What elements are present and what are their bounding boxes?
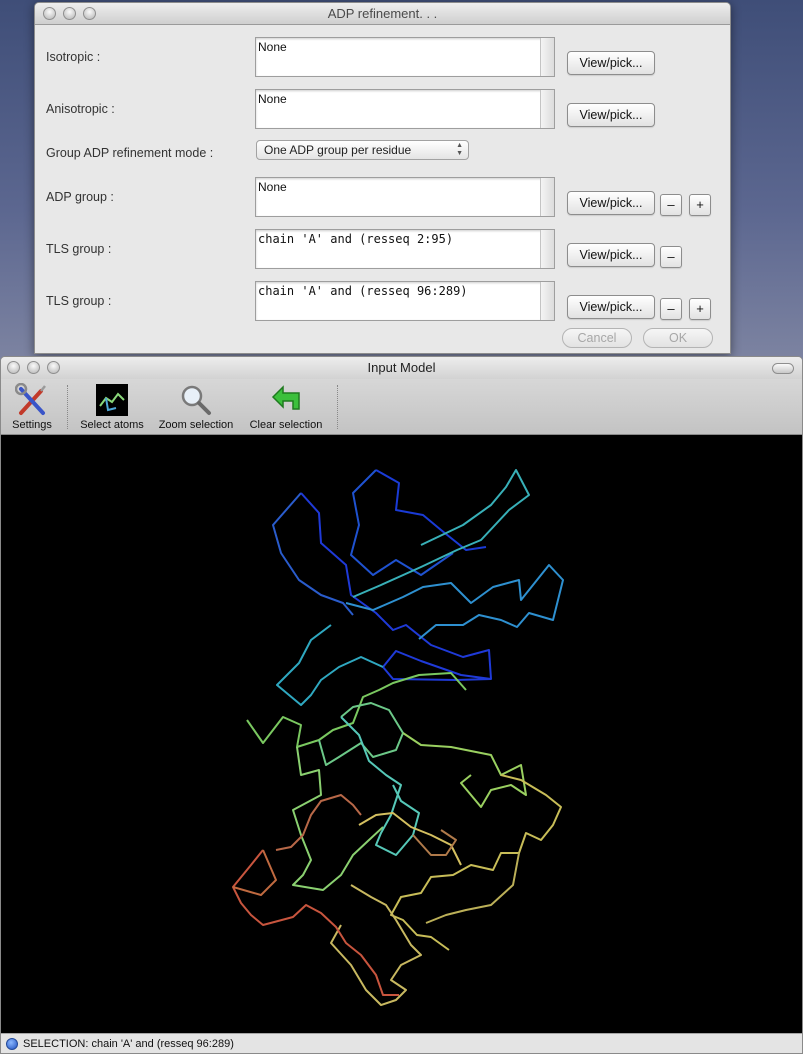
status-text: SELECTION: chain 'A' and (resseq 96:289)	[23, 1038, 234, 1050]
anisotropic-value: None	[258, 92, 287, 106]
tls-group-2-label: TLS group :	[46, 294, 112, 308]
input-model-window: Input Model Settings	[0, 356, 803, 1054]
status-indicator-icon	[6, 1038, 18, 1050]
adp-group-add-button[interactable]: +	[689, 194, 711, 216]
tls-group-2-remove-button[interactable]: –	[660, 298, 682, 320]
status-bar: SELECTION: chain 'A' and (resseq 96:289)	[1, 1033, 802, 1053]
backbone-segment-cyan	[345, 564, 564, 640]
zoom-selection-label: Zoom selection	[158, 419, 234, 431]
close-window-icon[interactable]	[43, 7, 56, 20]
close-window-icon[interactable]	[7, 361, 20, 374]
backbone-segment-red	[232, 849, 277, 896]
adp-group-value: None	[258, 180, 287, 194]
adp-group-view-pick-button[interactable]: View/pick...	[567, 191, 655, 215]
tls-group-1-view-pick-button[interactable]: View/pick...	[567, 243, 655, 267]
adp-group-scrollbar[interactable]	[540, 178, 554, 216]
window-controls	[43, 7, 96, 20]
wrench-screwdriver-icon	[15, 383, 46, 415]
backbone-segment-green	[318, 702, 404, 766]
zoom-selection-tool[interactable]: Zoom selection	[154, 383, 238, 431]
zoom-window-icon[interactable]	[83, 7, 96, 20]
anisotropic-field[interactable]: None	[255, 89, 555, 129]
settings-label: Settings	[12, 419, 52, 431]
backbone-segment-yellow	[330, 884, 422, 1006]
adp-group-remove-button[interactable]: –	[660, 194, 682, 216]
backbone-segment-green	[246, 672, 467, 748]
tls-group-2-view-pick-button[interactable]: View/pick...	[567, 295, 655, 319]
anisotropic-view-pick-button[interactable]: View/pick...	[567, 103, 655, 127]
toolbar-separator	[67, 385, 68, 429]
isotropic-field[interactable]: None	[255, 37, 555, 77]
anisotropic-scrollbar[interactable]	[540, 90, 554, 128]
magnifier-icon	[181, 385, 211, 415]
backbone-segment-red	[275, 794, 362, 851]
adp-group-field[interactable]: None	[255, 177, 555, 217]
minimize-window-icon[interactable]	[27, 361, 40, 374]
protein-backbone-trace	[232, 469, 564, 1006]
adp-window-title: ADP refinement. . .	[327, 6, 438, 21]
backbone-segment-cyan	[352, 469, 530, 598]
group-mode-value: One ADP group per residue	[264, 143, 412, 157]
cancel-button[interactable]: Cancel	[562, 328, 632, 348]
backbone-segment-yellow	[390, 774, 562, 951]
backbone-segment-red	[412, 829, 457, 856]
tls-group-2-field[interactable]: chain 'A' and (resseq 96:289)	[255, 281, 555, 321]
backbone-segment-yellow	[358, 812, 462, 866]
adp-titlebar: ADP refinement. . .	[35, 3, 730, 25]
backbone-segment-blue	[375, 469, 487, 551]
tls-group-1-label: TLS group :	[46, 242, 112, 256]
molecule-viewport[interactable]	[1, 435, 802, 1033]
adp-group-label: ADP group :	[46, 190, 114, 204]
adp-refinement-window: ADP refinement. . . Isotropic : None Vie…	[34, 2, 731, 354]
settings-tool[interactable]: Settings	[9, 383, 55, 431]
atoms-icon	[96, 384, 128, 416]
isotropic-value: None	[258, 40, 287, 54]
tls-group-2-scrollbar[interactable]	[540, 282, 554, 320]
adp-form: Isotropic : None View/pick... Anisotropi…	[35, 25, 730, 353]
isotropic-scrollbar[interactable]	[540, 38, 554, 76]
tls-group-1-remove-button[interactable]: –	[660, 246, 682, 268]
isotropic-label: Isotropic :	[46, 50, 101, 64]
minimize-window-icon[interactable]	[63, 7, 76, 20]
tls-group-1-scrollbar[interactable]	[540, 230, 554, 268]
backbone-segment-green	[340, 716, 420, 856]
tls-group-1-field[interactable]: chain 'A' and (resseq 2:95)	[255, 229, 555, 269]
toolbar-separator	[337, 385, 338, 429]
backbone-segment-cyan	[276, 624, 384, 706]
backbone-segment-green	[292, 746, 384, 891]
backbone-segment-blue	[300, 492, 492, 681]
select-atoms-label: Select atoms	[80, 419, 144, 431]
toolbar-toggle-button[interactable]	[772, 363, 794, 374]
select-atoms-tool[interactable]: Select atoms	[76, 383, 148, 431]
clear-selection-label: Clear selection	[249, 419, 323, 431]
group-mode-label: Group ADP refinement mode :	[46, 146, 214, 160]
clear-selection-tool[interactable]: Clear selection	[244, 383, 328, 431]
backbone-segment-red	[232, 849, 399, 996]
tls-group-1-value: chain 'A' and (resseq 2:95)	[258, 232, 454, 246]
isotropic-view-pick-button[interactable]: View/pick...	[567, 51, 655, 75]
anisotropic-label: Anisotropic :	[46, 102, 115, 116]
select-arrows-icon: ▲ ▼	[456, 142, 463, 157]
tls-group-2-value: chain 'A' and (resseq 96:289)	[258, 284, 468, 298]
green-arrow-icon	[271, 385, 300, 410]
group-mode-select[interactable]: One ADP group per residue ▲ ▼	[256, 140, 469, 160]
zoom-window-icon[interactable]	[47, 361, 60, 374]
model-window-controls	[7, 361, 60, 374]
ok-button[interactable]: OK	[643, 328, 713, 348]
backbone-segment-blue	[350, 469, 454, 576]
model-titlebar: Input Model	[1, 357, 802, 379]
backbone-segment-yellow	[425, 852, 520, 924]
backbone-segment-blue	[272, 492, 354, 616]
backbone-segment-green	[402, 732, 527, 808]
tls-group-2-add-button[interactable]: +	[689, 298, 711, 320]
model-toolbar: Settings Select atoms Zoom selection	[1, 379, 802, 435]
model-window-title: Input Model	[367, 360, 436, 375]
